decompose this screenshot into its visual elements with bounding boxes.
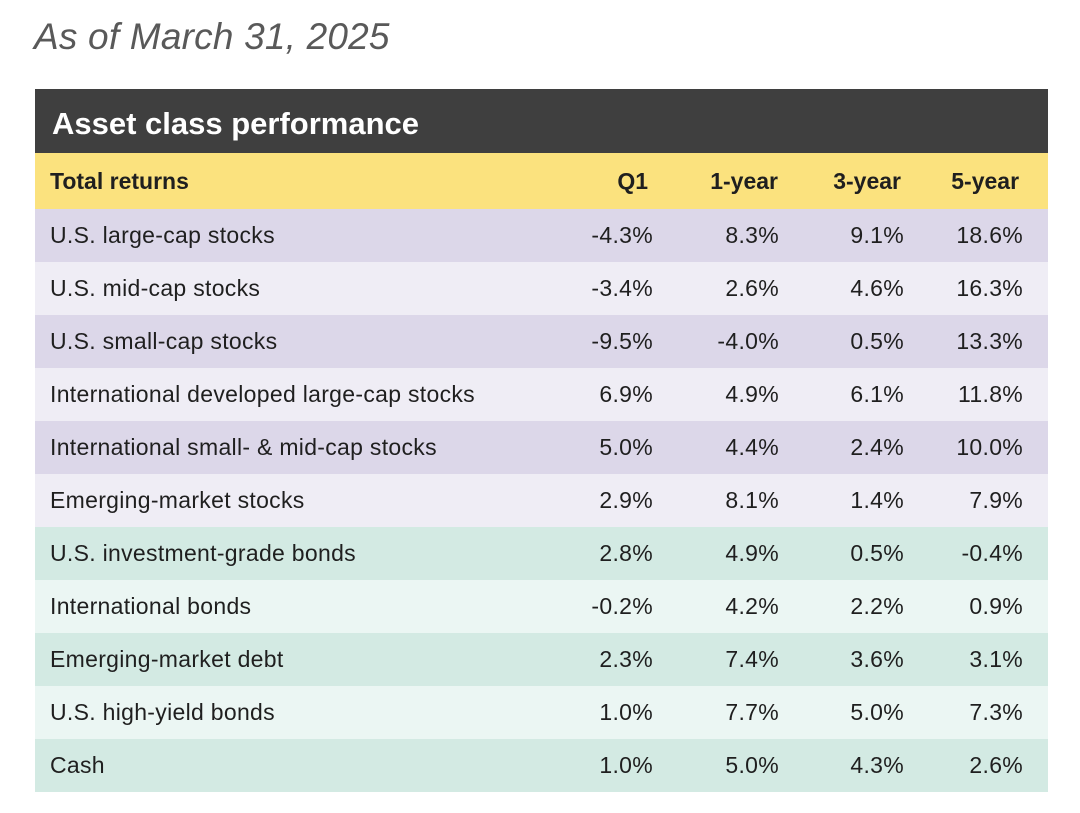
table-row: U.S. high-yield bonds 1.0% 7.7% 5.0% 7.3% <box>35 686 1049 739</box>
asset-class-name: U.S. mid-cap stocks <box>35 262 565 315</box>
asset-class-name: International small- & mid-cap stocks <box>35 421 565 474</box>
return-value-1-year: -4.0% <box>678 315 804 368</box>
return-value-3-year: 4.6% <box>804 262 929 315</box>
table-row: International small- & mid-cap stocks 5.0… <box>35 421 1049 474</box>
return-value-5-year: 7.3% <box>929 686 1049 739</box>
return-value-1-year: 4.9% <box>678 368 804 421</box>
return-value-5-year: 10.0% <box>929 421 1049 474</box>
return-value-q1: -3.4% <box>565 262 678 315</box>
return-value-q1: 6.9% <box>565 368 678 421</box>
return-value-3-year: 0.5% <box>804 527 929 580</box>
return-value-5-year: 16.3% <box>929 262 1049 315</box>
return-value-1-year: 2.6% <box>678 262 804 315</box>
return-value-5-year: 3.1% <box>929 633 1049 686</box>
table-row: U.S. large-cap stocks -4.3% 8.3% 9.1% 18.6% <box>35 209 1049 262</box>
return-value-3-year: 4.3% <box>804 739 929 792</box>
return-value-q1: 2.3% <box>565 633 678 686</box>
table-row: U.S. small-cap stocks -9.5% -4.0% 0.5% 13.3% <box>35 315 1049 368</box>
asset-class-name: International bonds <box>35 580 565 633</box>
column-header-5-year: 5-year <box>929 153 1049 209</box>
table-body: U.S. large-cap stocks -4.3% 8.3% 9.1% 18.6% U… <box>35 209 1049 792</box>
asset-class-performance-table: Asset class performance Total returns Q1… <box>35 89 1049 792</box>
return-value-5-year: 11.8% <box>929 368 1049 421</box>
return-value-3-year: 6.1% <box>804 368 929 421</box>
asset-class-name: U.S. investment-grade bonds <box>35 527 565 580</box>
return-value-3-year: 9.1% <box>804 209 929 262</box>
return-value-1-year: 4.4% <box>678 421 804 474</box>
table-row: U.S. investment-grade bonds 2.8% 4.9% 0.5% -… <box>35 527 1049 580</box>
table-row: U.S. mid-cap stocks -3.4% 2.6% 4.6% 16.3% <box>35 262 1049 315</box>
return-value-3-year: 1.4% <box>804 474 929 527</box>
return-value-5-year: -0.4% <box>929 527 1049 580</box>
return-value-q1: 2.8% <box>565 527 678 580</box>
return-value-q1: 1.0% <box>565 739 678 792</box>
return-value-q1: 2.9% <box>565 474 678 527</box>
table-row: Emerging-market debt 2.3% 7.4% 3.6% 3.1% <box>35 633 1049 686</box>
return-value-q1: 1.0% <box>565 686 678 739</box>
return-value-q1: -4.3% <box>565 209 678 262</box>
table-row: Emerging-market stocks 2.9% 8.1% 1.4% 7.9% <box>35 474 1049 527</box>
return-value-1-year: 4.2% <box>678 580 804 633</box>
asset-class-name: International developed large-cap stocks <box>35 368 565 421</box>
return-value-1-year: 7.7% <box>678 686 804 739</box>
column-header-1-year: 1-year <box>678 153 804 209</box>
row-header-label: Total returns <box>35 153 565 209</box>
asset-class-name: Cash <box>35 739 565 792</box>
return-value-q1: -9.5% <box>565 315 678 368</box>
return-value-1-year: 4.9% <box>678 527 804 580</box>
return-value-5-year: 7.9% <box>929 474 1049 527</box>
as-of-date: As of March 31, 2025 <box>34 16 390 57</box>
return-value-3-year: 0.5% <box>804 315 929 368</box>
column-header-q1: Q1 <box>565 153 678 209</box>
return-value-5-year: 13.3% <box>929 315 1049 368</box>
asset-class-name: U.S. large-cap stocks <box>35 209 565 262</box>
asset-class-name: Emerging-market stocks <box>35 474 565 527</box>
table-row: Cash 1.0% 5.0% 4.3% 2.6% <box>35 739 1049 792</box>
return-value-5-year: 2.6% <box>929 739 1049 792</box>
table-title: Asset class performance <box>35 89 1049 153</box>
table-row: International developed large-cap stocks… <box>35 368 1049 421</box>
return-value-q1: 5.0% <box>565 421 678 474</box>
return-value-3-year: 2.2% <box>804 580 929 633</box>
return-value-3-year: 2.4% <box>804 421 929 474</box>
return-value-5-year: 18.6% <box>929 209 1049 262</box>
column-header-3-year: 3-year <box>804 153 929 209</box>
return-value-1-year: 5.0% <box>678 739 804 792</box>
asset-class-name: U.S. high-yield bonds <box>35 686 565 739</box>
return-value-1-year: 7.4% <box>678 633 804 686</box>
table-row: International bonds -0.2% 4.2% 2.2% 0.9% <box>35 580 1049 633</box>
return-value-1-year: 8.1% <box>678 474 804 527</box>
table-title-row: Asset class performance <box>35 89 1049 153</box>
column-header-row: Total returns Q1 1-year 3-year 5-year <box>35 153 1049 209</box>
return-value-q1: -0.2% <box>565 580 678 633</box>
return-value-3-year: 5.0% <box>804 686 929 739</box>
asset-class-name: U.S. small-cap stocks <box>35 315 565 368</box>
return-value-1-year: 8.3% <box>678 209 804 262</box>
asset-class-name: Emerging-market debt <box>35 633 565 686</box>
return-value-5-year: 0.9% <box>929 580 1049 633</box>
return-value-3-year: 3.6% <box>804 633 929 686</box>
